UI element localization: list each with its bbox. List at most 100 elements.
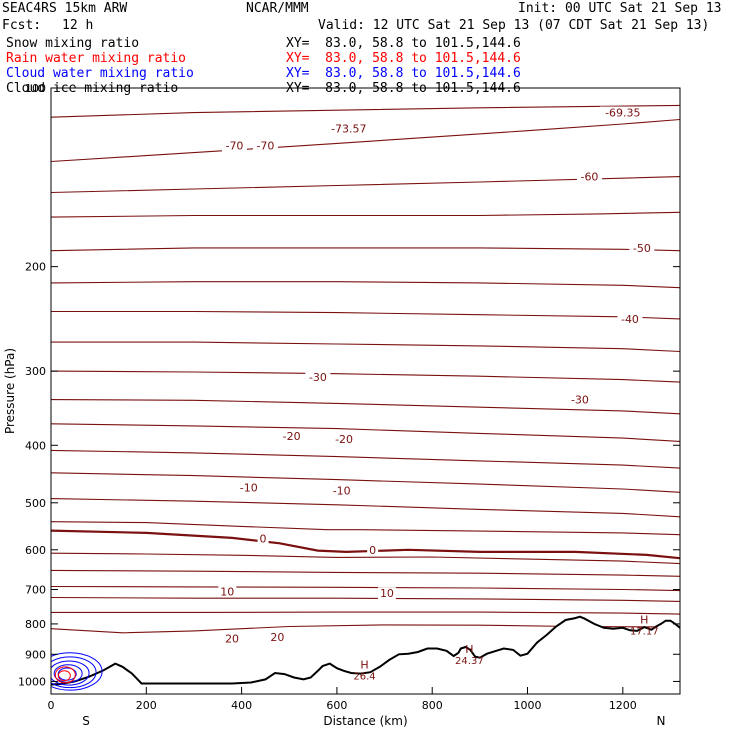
isotherm-label: -20	[335, 433, 353, 446]
y-tick-label: 500	[25, 497, 46, 510]
x-tick-label: 800	[422, 699, 443, 712]
fcst-label: Fcst:	[2, 18, 42, 33]
y-tick-label: 900	[25, 648, 46, 661]
x-tick-label: 400	[231, 699, 252, 712]
isotherm-label-bg	[236, 481, 262, 494]
isotherm-label-bg	[367, 543, 379, 556]
isotherm-line	[51, 569, 680, 577]
isotherm-label: -10	[333, 485, 351, 498]
isotherm-label-bg	[629, 241, 655, 254]
y-tick-label: 800	[25, 618, 46, 631]
high-marker-value: 24.37	[455, 656, 484, 667]
isotherm-label: 0	[260, 532, 267, 545]
y-tick-label: 300	[25, 365, 46, 378]
isotherm-label-bg	[252, 139, 278, 152]
field-name-snow: Snow mixing ratio	[6, 36, 140, 51]
isotherm-line	[51, 596, 680, 602]
isotherm-line	[51, 370, 680, 383]
field-xy-cloud-water: XY= 83.0, 58.8 to 101.5,144.6	[286, 66, 521, 81]
isotherm-line	[51, 399, 680, 415]
x-end-label-left: S	[82, 714, 90, 728]
isotherm-label: 20	[225, 633, 239, 646]
x-end-label-right: N	[657, 714, 666, 728]
cloud-water-contour	[51, 652, 103, 691]
isotherm-line	[51, 552, 680, 565]
high-marker-value: 17.17	[630, 626, 659, 637]
isotherm-line	[51, 529, 680, 560]
cloud-water-contour	[51, 660, 90, 686]
isotherm-line	[51, 176, 680, 194]
isotherm-label: -20	[283, 430, 301, 443]
model-name: SEAC4RS 15km ARW	[2, 1, 128, 16]
isotherm-line	[51, 281, 680, 289]
rain-contour	[57, 670, 71, 682]
y-tick-label: 100	[25, 82, 46, 95]
isotherm-label: -10	[240, 481, 258, 494]
y-tick-label: 400	[25, 439, 46, 452]
x-tick-label: 200	[136, 699, 157, 712]
x-tick-label: 1200	[609, 699, 637, 712]
terrain-fill	[51, 616, 680, 694]
isotherm-line	[51, 247, 680, 252]
isotherm-label-bg	[268, 631, 287, 644]
isotherm-line	[51, 521, 680, 536]
isotherm-label: -30	[309, 371, 327, 384]
field-name-rain: Rain water mixing ratio	[6, 51, 187, 66]
isotherm-label-bg	[325, 122, 372, 135]
x-tick-label: 1000	[514, 699, 542, 712]
rain-contour	[54, 666, 76, 684]
isotherm-label-bg	[221, 139, 247, 152]
y-tick-label: 1000	[18, 675, 46, 688]
plot-interior	[51, 104, 680, 694]
isotherm-line	[51, 611, 680, 615]
x-axis-title: Distance (km)	[323, 714, 407, 728]
isotherm-label-bg	[305, 371, 331, 384]
isotherm-line	[51, 104, 680, 118]
isotherm-line	[51, 211, 680, 218]
isotherm-label: 10	[380, 587, 394, 600]
field-xy-rain: XY= 83.0, 58.8 to 101.5,144.6	[286, 51, 521, 66]
isotherm-label: -60	[580, 171, 598, 184]
isotherm-label-bg	[576, 170, 602, 183]
isotherm-label: -73.57	[331, 122, 366, 135]
x-tick-label: 600	[326, 699, 347, 712]
isotherm-label: -40	[621, 313, 639, 326]
isotherm-label: -70	[225, 140, 243, 153]
isotherm-label: -50	[633, 242, 651, 255]
y-axis-title: Pressure (hPa)	[3, 348, 17, 434]
isotherm-line	[51, 449, 680, 469]
x-tick-label: 0	[48, 699, 55, 712]
field-name-cloud-water: Cloud water mixing ratio	[6, 66, 194, 81]
high-marker: H	[465, 643, 473, 656]
isotherm-label-bg	[331, 432, 357, 445]
terrain-line	[51, 615, 680, 686]
valid-time: Valid: 12 UTC Sat 21 Sep 13 (07 CDT Sat …	[318, 18, 710, 33]
center-name: NCAR/MMM	[246, 1, 309, 16]
isotherm-label-bg	[218, 585, 237, 598]
field-xy-snow: XY= 83.0, 58.8 to 101.5,144.6	[286, 36, 521, 51]
fcst-value: 12 h	[62, 18, 94, 33]
high-marker-value: 26.4	[353, 672, 375, 683]
isotherm-label-bg	[279, 430, 305, 443]
isotherm-line	[51, 498, 680, 518]
plot-frame	[50, 87, 681, 695]
isotherm-label-bg	[377, 587, 396, 600]
isotherm-label-bg	[617, 312, 643, 325]
isotherm-label: -69.35	[605, 107, 640, 120]
isotherm-label: -70	[256, 140, 274, 153]
y-tick-label: 700	[25, 584, 46, 597]
y-tick-label: 600	[25, 544, 46, 557]
isotherm-label: 10	[220, 585, 234, 598]
cloud-water-contour	[51, 656, 97, 689]
isotherm-line	[51, 472, 680, 493]
isotherm-label-bg	[567, 393, 593, 406]
high-marker: H	[360, 659, 368, 672]
isotherm-label: -30	[571, 394, 589, 407]
isotherm-line	[51, 310, 680, 320]
isotherm-label-bg	[599, 106, 646, 119]
isotherm-line	[51, 341, 680, 353]
high-marker: H	[640, 613, 648, 626]
y-tick-label: 200	[25, 261, 46, 274]
isotherm-label: 20	[270, 631, 284, 644]
